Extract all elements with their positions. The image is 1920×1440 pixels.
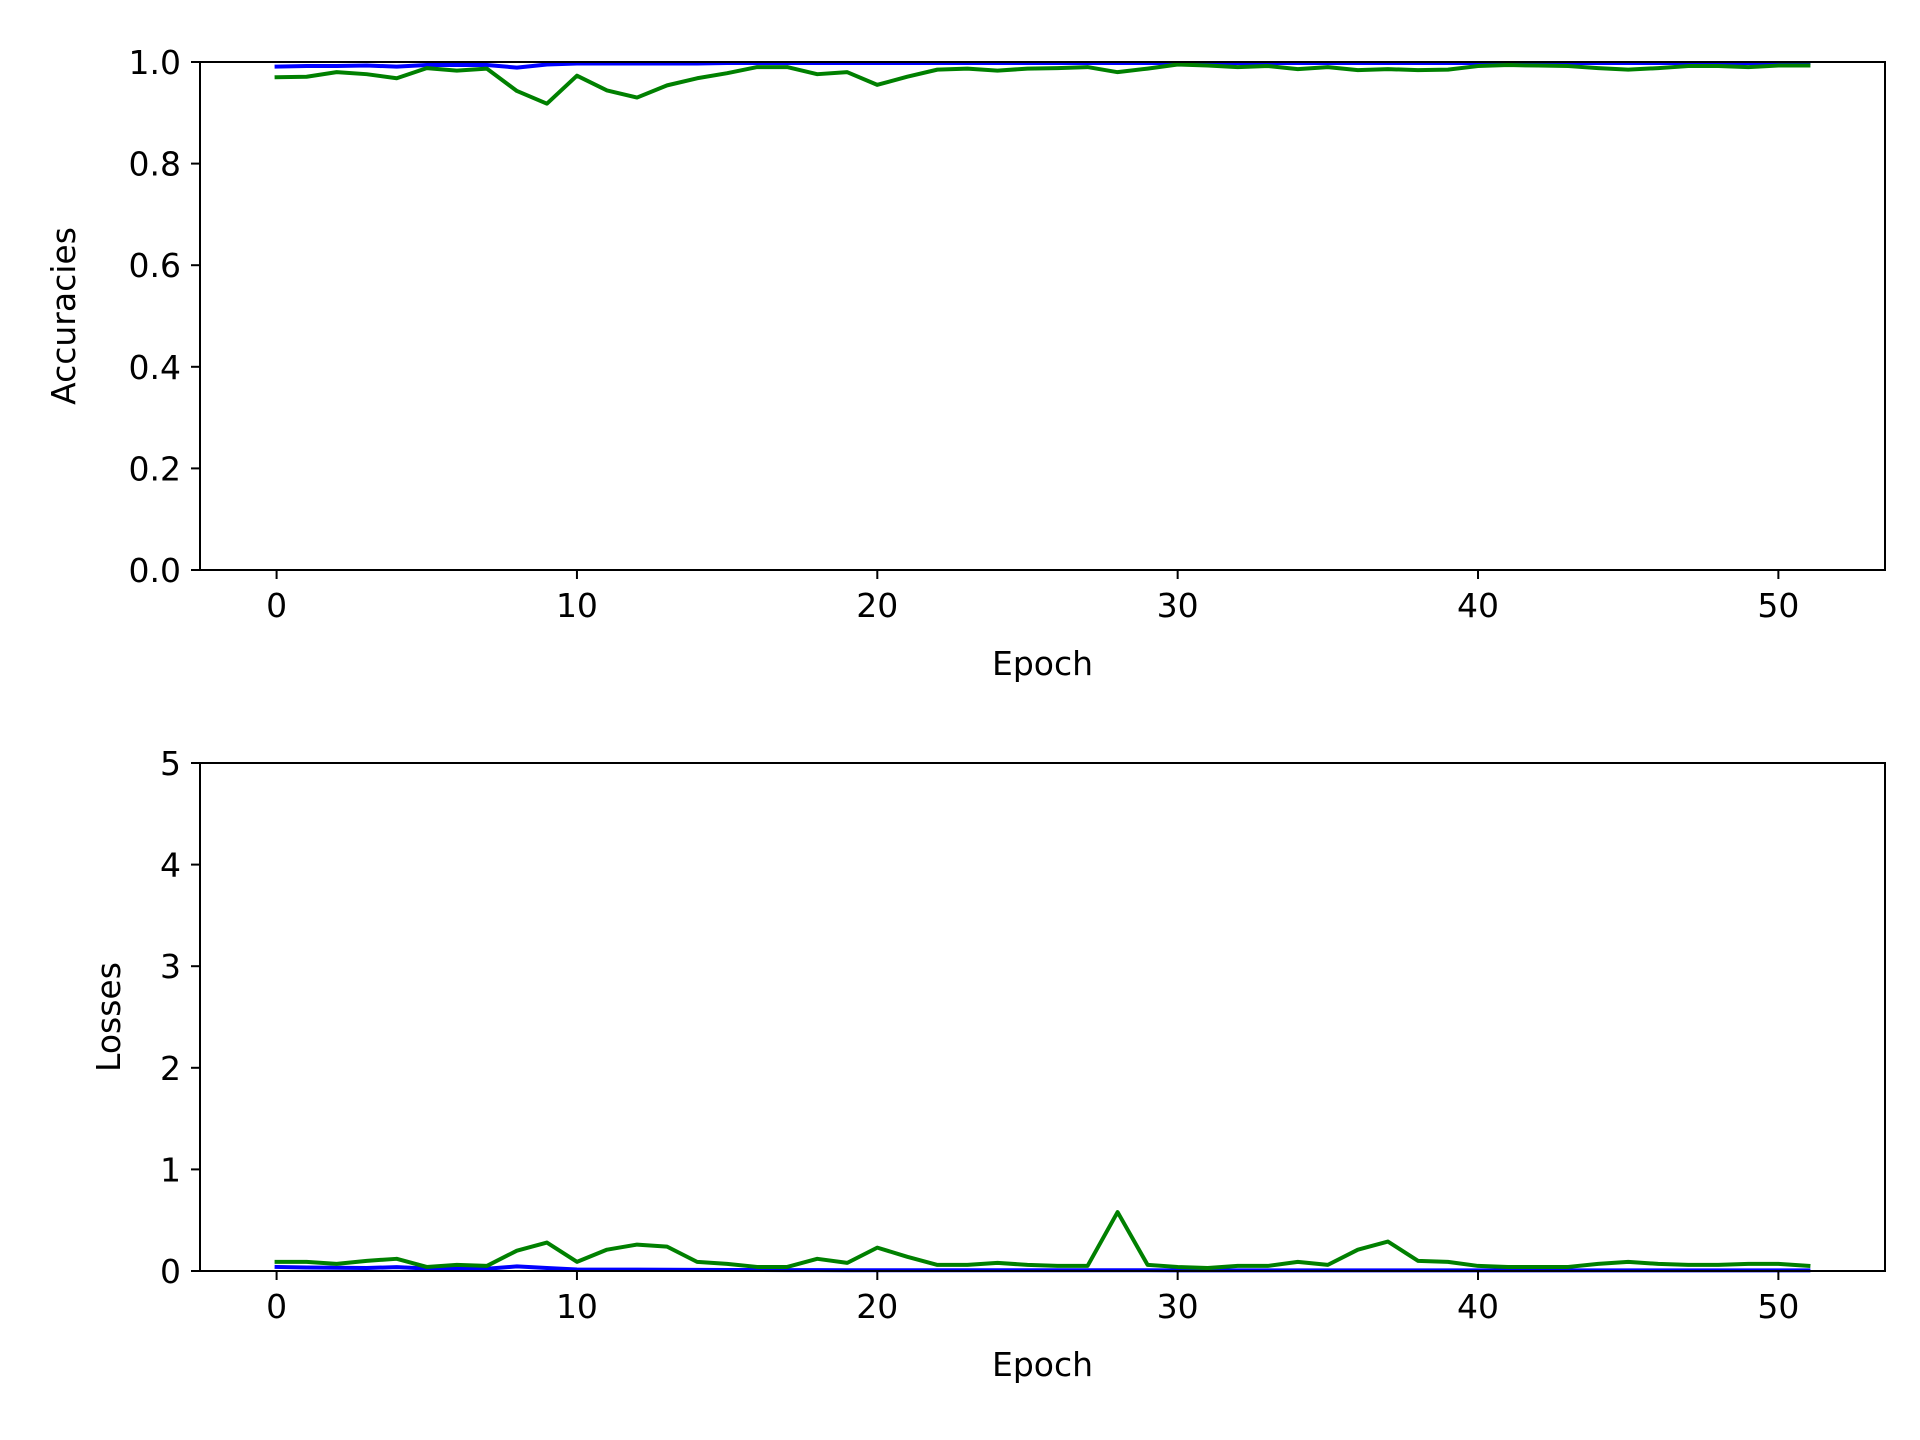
accuracy-ytick-label: 0.8	[129, 145, 181, 184]
loss-chart: 0 10 20 30 40 50 0 1 2 3 4 5 Epoch Losses	[89, 744, 1886, 1384]
loss-x-axis-label: Epoch	[992, 1345, 1093, 1384]
loss-xtick-label: 30	[1157, 1287, 1199, 1326]
accuracy-ytick-label: 1.0	[129, 43, 181, 82]
loss-ytick-label: 4	[160, 846, 181, 885]
accuracy-xtick-label: 0	[266, 586, 287, 625]
accuracy-ytick-label: 0.6	[129, 246, 181, 285]
loss-xtick-label: 20	[856, 1287, 898, 1326]
loss-ytick-label: 0	[160, 1252, 181, 1291]
loss-xtick-label: 10	[556, 1287, 598, 1326]
accuracy-chart: 0 10 20 30 40 50 0.0 0.2 0.4 0.6 0.8 1.0 Epoch Accura…	[44, 43, 1886, 683]
loss-ytick-label: 2	[160, 1049, 181, 1088]
accuracy-xtick-label: 30	[1157, 586, 1199, 625]
loss-xtick-label: 0	[266, 1287, 287, 1326]
loss-axes-frame	[199, 762, 1886, 1272]
accuracy-xtick-label: 20	[856, 586, 898, 625]
accuracy-ytick-label: 0.2	[129, 449, 181, 488]
accuracy-ytick-label: 0.0	[129, 551, 181, 590]
loss-ytick-label: 5	[160, 744, 181, 783]
accuracy-xtick-label: 10	[556, 586, 598, 625]
loss-ytick-label: 1	[160, 1150, 181, 1189]
accuracy-series-0-line	[274, 61, 1811, 70]
loss-series-1-line	[274, 1210, 1811, 1270]
accuracy-y-axis-label: Accuracies	[44, 227, 83, 405]
loss-xtick-label: 40	[1457, 1287, 1499, 1326]
loss-xtick-label: 50	[1757, 1287, 1799, 1326]
accuracy-series-1-line	[274, 62, 1811, 106]
accuracy-axes-frame	[199, 61, 1886, 571]
loss-ytick-label: 3	[160, 947, 181, 986]
accuracy-ytick-label: 0.4	[129, 348, 181, 387]
accuracy-x-axis-label: Epoch	[992, 644, 1093, 683]
loss-y-axis-label: Losses	[89, 962, 128, 1072]
accuracy-xtick-label: 40	[1457, 586, 1499, 625]
accuracy-xtick-label: 50	[1757, 586, 1799, 625]
